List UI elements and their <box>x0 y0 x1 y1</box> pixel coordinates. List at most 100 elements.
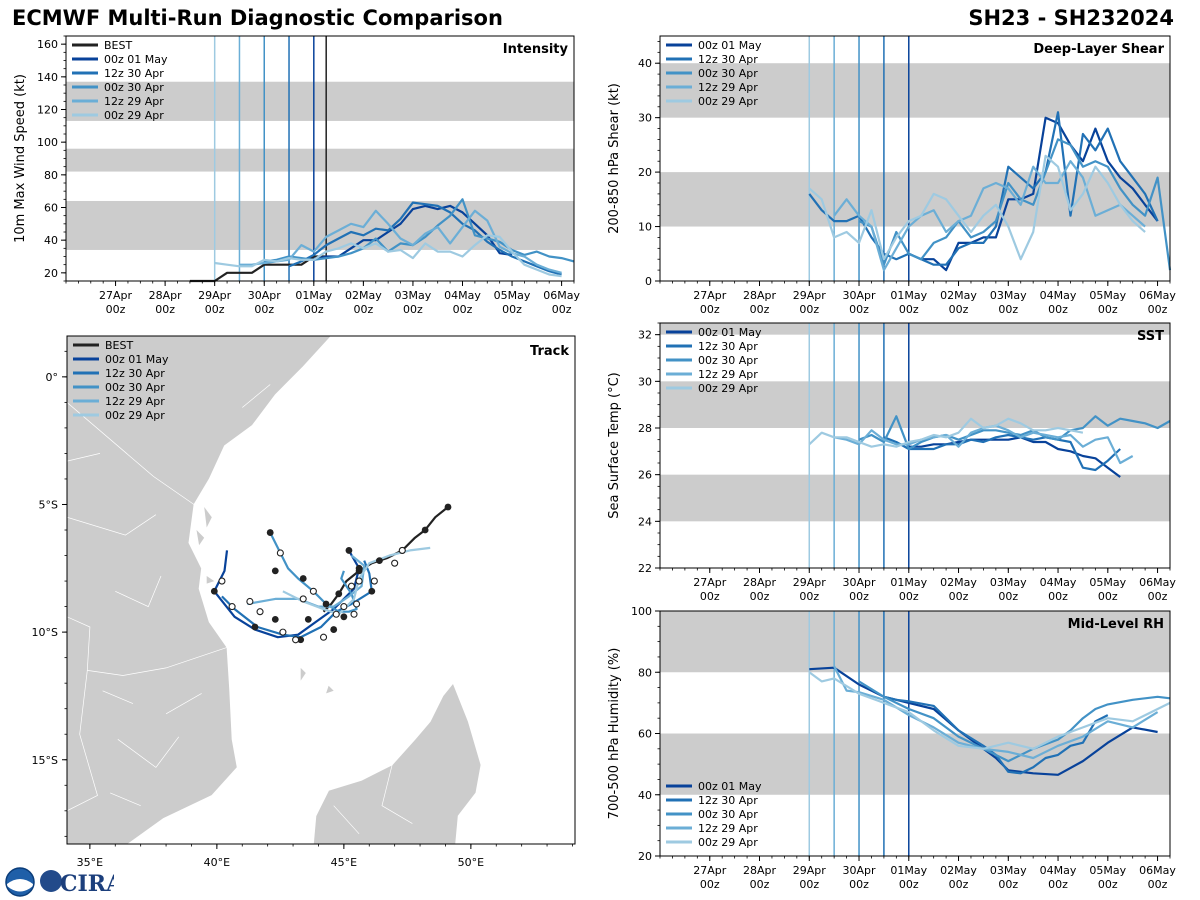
track-dot-open <box>292 636 300 644</box>
series-line-00z-30-apr <box>858 138 1172 271</box>
x-tick-label: 00z <box>1098 590 1118 603</box>
x-tick-label: 02May <box>940 289 977 302</box>
x-tick-label: 02May <box>345 289 382 302</box>
track-dot-filled <box>271 615 279 623</box>
track-dot-open <box>398 546 406 554</box>
x-tick-label: 04May <box>1040 864 1077 877</box>
x-tick-label: 00z <box>799 590 819 603</box>
x-tick-label: 00z <box>205 303 225 316</box>
track-line <box>221 560 373 639</box>
x-tick-label: 00z <box>1148 303 1168 316</box>
track-dot-open <box>218 577 226 585</box>
x-tick-label: 00z <box>998 878 1018 891</box>
x-tick-label: 00z <box>949 878 969 891</box>
x-tick-label: 00z <box>799 878 819 891</box>
track-dot-open <box>350 610 358 618</box>
y-tick-label: 140 <box>37 71 58 84</box>
legend-label: 12z 29 Apr <box>698 81 758 94</box>
x-tick-label: 30Apr <box>248 289 282 302</box>
track-dot-open <box>355 577 363 585</box>
threshold-band <box>660 474 1170 522</box>
x-tick-label: 00z <box>750 303 770 316</box>
y-axis-label: 200-850 hPa Shear (kt) <box>607 83 622 234</box>
y-tick-label: 0 <box>645 275 652 288</box>
lat-tick-label: 10°S <box>32 626 58 639</box>
lon-tick-label: 40°E <box>204 856 230 869</box>
x-tick-label: 00z <box>799 303 819 316</box>
x-tick-label: 00z <box>304 303 324 316</box>
x-tick-label: 00z <box>502 303 522 316</box>
x-tick-label: 05May <box>1089 289 1126 302</box>
y-tick-label: 60 <box>44 202 58 215</box>
x-tick-label: 03May <box>990 289 1027 302</box>
island-land <box>204 507 212 528</box>
x-tick-label: 01May <box>295 289 332 302</box>
y-tick-label: 100 <box>37 136 58 149</box>
x-tick-label: 04May <box>1040 576 1077 589</box>
track-dot-open <box>332 610 340 618</box>
series-line-00z-29-apr <box>808 154 1146 261</box>
x-tick-label: 00z <box>998 590 1018 603</box>
track-dot-open <box>309 587 317 595</box>
lon-tick-label: 35°E <box>77 856 103 869</box>
track-dot-open <box>256 608 264 616</box>
lat-tick-label: 0° <box>46 371 59 384</box>
admin-border <box>333 805 360 835</box>
track-dot-filled <box>271 567 279 575</box>
track-dot-open <box>276 549 284 557</box>
admin-border <box>110 792 141 807</box>
x-tick-label: 28Apr <box>743 289 777 302</box>
x-tick-label: 05May <box>1089 576 1126 589</box>
threshold-band <box>660 323 1170 335</box>
y-tick-label: 40 <box>638 57 652 70</box>
track-dot-open <box>347 582 356 590</box>
y-tick-label: 120 <box>37 104 58 117</box>
series-line-12z-30-apr <box>808 111 1159 266</box>
track-dot-filled <box>345 547 353 554</box>
noaa-logo <box>5 867 35 897</box>
y-axis-label: Sea Surface Temp (°C) <box>607 372 622 519</box>
admin-border <box>102 690 134 704</box>
series-line-00z-01-may <box>313 204 513 261</box>
legend-label: 00z 01 May <box>698 780 762 793</box>
series-line-00z-01-may <box>809 666 1158 776</box>
legend-label: 12z 30 Apr <box>698 340 758 353</box>
legend-label: 00z 01 May <box>698 326 762 339</box>
panel-title: SST <box>1137 329 1164 344</box>
x-tick-label: 00z <box>1048 590 1068 603</box>
x-tick-label: 00z <box>849 878 869 891</box>
x-tick-label: 03May <box>990 864 1027 877</box>
track-dot-open <box>279 628 287 636</box>
x-tick-label: 00z <box>700 878 720 891</box>
legend-label: 00z 01 May <box>105 353 169 366</box>
cira-logo-text: CIRA <box>60 871 114 897</box>
threshold-band <box>660 63 1170 118</box>
x-tick-label: 05May <box>1089 864 1126 877</box>
admin-border <box>67 616 98 812</box>
x-tick-label: 06May <box>543 289 580 302</box>
track-dot-filled <box>376 557 383 565</box>
track-dot-open <box>370 577 378 585</box>
legend-label: 12z 30 Apr <box>698 53 758 66</box>
x-tick-label: 00z <box>1048 878 1068 891</box>
y-tick-label: 24 <box>638 515 652 528</box>
threshold-band <box>66 148 574 172</box>
y-tick-label: 40 <box>44 234 58 247</box>
x-tick-label: 00z <box>998 303 1018 316</box>
x-tick-label: 27Apr <box>693 289 727 302</box>
legend-label: 00z 29 Apr <box>104 109 164 122</box>
track-dot-filled <box>421 526 429 534</box>
island-land <box>206 576 215 584</box>
x-tick-label: 00z <box>403 303 423 316</box>
y-tick-label: 60 <box>638 728 652 741</box>
legend-label: 00z 29 Apr <box>698 382 758 395</box>
legend-label: 12z 29 Apr <box>698 368 758 381</box>
plot-frame <box>659 322 1171 569</box>
shear-panel: 01020304027Apr00z28Apr00z29Apr00z30Apr00… <box>607 35 1176 316</box>
x-tick-label: 00z <box>1148 878 1168 891</box>
track-line <box>269 532 358 613</box>
track-dot-filled <box>304 615 312 623</box>
madagascar-land <box>312 682 482 844</box>
track-line <box>282 546 431 616</box>
